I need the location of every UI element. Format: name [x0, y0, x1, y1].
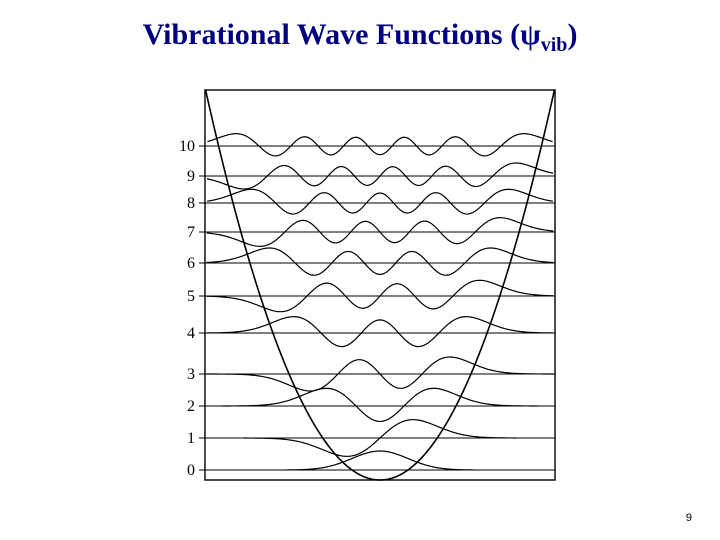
- psi-n6: [207, 248, 554, 275]
- title-close: ): [567, 18, 577, 51]
- svg-text:2: 2: [187, 398, 195, 415]
- page-number: 9: [686, 512, 692, 524]
- svg-text:1: 1: [187, 430, 195, 447]
- svg-text:7: 7: [187, 224, 195, 241]
- svg-text:10: 10: [179, 138, 195, 155]
- title-text: Vibrational Wave Functions (ψvib): [143, 18, 578, 51]
- slide: Vibrational Wave Functions (ψvib) 0 1 2 3 4 5…: [0, 0, 720, 540]
- title-sub: vib: [541, 34, 568, 56]
- svg-text:3: 3: [187, 366, 195, 383]
- wavefunction-diagram: 0 1 2 3 4 5 6 7 8 9 10: [150, 80, 570, 500]
- title-main: Vibrational Wave Functions (ψ: [143, 18, 541, 51]
- psi-n4: [207, 317, 554, 347]
- psi-n2: [222, 388, 537, 421]
- svg-text:8: 8: [187, 195, 195, 212]
- svg-text:9: 9: [187, 168, 195, 185]
- svg-text:5: 5: [187, 288, 195, 305]
- psi-n10: [207, 134, 552, 156]
- psi-n0: [285, 451, 475, 470]
- svg-text:6: 6: [187, 255, 195, 272]
- psi-n8: [207, 189, 553, 214]
- svg-text:0: 0: [187, 462, 195, 479]
- slide-title: Vibrational Wave Functions (ψvib): [0, 18, 720, 57]
- svg-text:4: 4: [187, 325, 195, 342]
